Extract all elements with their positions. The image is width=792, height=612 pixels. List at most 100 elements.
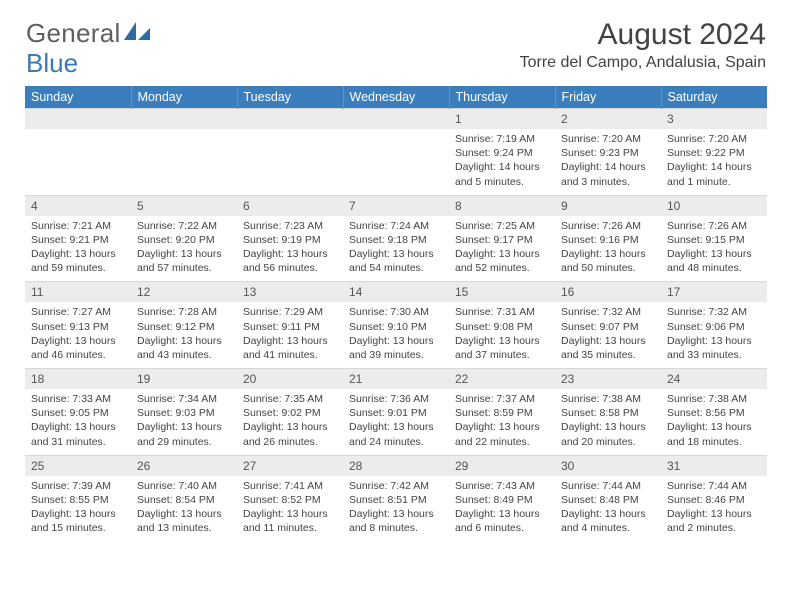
day-number-cell: 12 [131,282,237,303]
sunrise-text: Sunrise: 7:29 AM [243,305,337,319]
sunset-text: Sunset: 9:11 PM [243,320,337,334]
daylight-text: Daylight: 13 hours and 26 minutes. [243,420,337,448]
sunset-text: Sunset: 9:19 PM [243,233,337,247]
sunset-text: Sunset: 8:46 PM [667,493,761,507]
day-number-cell: 6 [237,195,343,216]
day-number-cell: 1 [449,109,555,130]
daylight-text: Daylight: 13 hours and 56 minutes. [243,247,337,275]
daylight-text: Daylight: 13 hours and 57 minutes. [137,247,231,275]
weekday-header: Wednesday [343,86,449,109]
day-body-cell: Sunrise: 7:21 AMSunset: 9:21 PMDaylight:… [25,216,131,282]
day-body-cell: Sunrise: 7:37 AMSunset: 8:59 PMDaylight:… [449,389,555,455]
daylight-text: Daylight: 13 hours and 15 minutes. [31,507,125,535]
day-body-cell: Sunrise: 7:33 AMSunset: 9:05 PMDaylight:… [25,389,131,455]
day-body-cell: Sunrise: 7:44 AMSunset: 8:46 PMDaylight:… [661,476,767,542]
day-body-row: Sunrise: 7:21 AMSunset: 9:21 PMDaylight:… [25,216,767,282]
day-body-cell: Sunrise: 7:40 AMSunset: 8:54 PMDaylight:… [131,476,237,542]
daylight-text: Daylight: 14 hours and 5 minutes. [455,160,549,188]
daylight-text: Daylight: 13 hours and 41 minutes. [243,334,337,362]
day-number-row: 45678910 [25,195,767,216]
sunset-text: Sunset: 9:08 PM [455,320,549,334]
sunset-text: Sunset: 9:18 PM [349,233,443,247]
sunset-text: Sunset: 8:59 PM [455,406,549,420]
day-number-row: 25262728293031 [25,455,767,476]
sunset-text: Sunset: 8:54 PM [137,493,231,507]
daylight-text: Daylight: 13 hours and 8 minutes. [349,507,443,535]
day-body-cell [25,129,131,195]
daylight-text: Daylight: 13 hours and 29 minutes. [137,420,231,448]
day-body-cell: Sunrise: 7:34 AMSunset: 9:03 PMDaylight:… [131,389,237,455]
logo-sail-icon [124,22,150,42]
day-body-cell: Sunrise: 7:27 AMSunset: 9:13 PMDaylight:… [25,302,131,368]
day-number-cell [25,109,131,130]
day-number-cell: 21 [343,369,449,390]
daylight-text: Daylight: 13 hours and 4 minutes. [561,507,655,535]
day-body-row: Sunrise: 7:19 AMSunset: 9:24 PMDaylight:… [25,129,767,195]
day-number-cell: 17 [661,282,767,303]
brand-part2: Blue [26,48,78,79]
day-body-cell [237,129,343,195]
sunset-text: Sunset: 9:05 PM [31,406,125,420]
daylight-text: Daylight: 13 hours and 39 minutes. [349,334,443,362]
sunrise-text: Sunrise: 7:36 AM [349,392,443,406]
sunrise-text: Sunrise: 7:28 AM [137,305,231,319]
day-body-cell: Sunrise: 7:28 AMSunset: 9:12 PMDaylight:… [131,302,237,368]
daylight-text: Daylight: 13 hours and 59 minutes. [31,247,125,275]
day-number-cell: 10 [661,195,767,216]
day-number-cell: 25 [25,455,131,476]
sunrise-text: Sunrise: 7:24 AM [349,219,443,233]
sunrise-text: Sunrise: 7:43 AM [455,479,549,493]
sunset-text: Sunset: 9:16 PM [561,233,655,247]
day-body-cell [343,129,449,195]
sunset-text: Sunset: 9:22 PM [667,146,761,160]
sunset-text: Sunset: 9:03 PM [137,406,231,420]
daylight-text: Daylight: 13 hours and 6 minutes. [455,507,549,535]
daylight-text: Daylight: 13 hours and 54 minutes. [349,247,443,275]
sunrise-text: Sunrise: 7:27 AM [31,305,125,319]
sunrise-text: Sunrise: 7:40 AM [137,479,231,493]
daylight-text: Daylight: 13 hours and 43 minutes. [137,334,231,362]
weekday-header: Friday [555,86,661,109]
sunrise-text: Sunrise: 7:22 AM [137,219,231,233]
day-number-cell: 23 [555,369,661,390]
day-number-cell: 19 [131,369,237,390]
day-body-cell: Sunrise: 7:42 AMSunset: 8:51 PMDaylight:… [343,476,449,542]
day-number-cell: 8 [449,195,555,216]
day-body-cell: Sunrise: 7:44 AMSunset: 8:48 PMDaylight:… [555,476,661,542]
day-number-cell: 30 [555,455,661,476]
sunset-text: Sunset: 9:01 PM [349,406,443,420]
weekday-header: Tuesday [237,86,343,109]
sunset-text: Sunset: 8:48 PM [561,493,655,507]
daylight-text: Daylight: 13 hours and 52 minutes. [455,247,549,275]
daylight-text: Daylight: 13 hours and 11 minutes. [243,507,337,535]
sunset-text: Sunset: 9:06 PM [667,320,761,334]
day-body-cell [131,129,237,195]
sunset-text: Sunset: 9:24 PM [455,146,549,160]
sunrise-text: Sunrise: 7:23 AM [243,219,337,233]
sunset-text: Sunset: 9:15 PM [667,233,761,247]
sunrise-text: Sunrise: 7:42 AM [349,479,443,493]
sunset-text: Sunset: 8:56 PM [667,406,761,420]
sunrise-text: Sunrise: 7:20 AM [561,132,655,146]
day-body-cell: Sunrise: 7:30 AMSunset: 9:10 PMDaylight:… [343,302,449,368]
daylight-text: Daylight: 13 hours and 13 minutes. [137,507,231,535]
month-title: August 2024 [520,18,766,52]
day-number-cell: 27 [237,455,343,476]
sunset-text: Sunset: 9:02 PM [243,406,337,420]
day-number-cell: 31 [661,455,767,476]
day-number-cell: 15 [449,282,555,303]
sunrise-text: Sunrise: 7:44 AM [561,479,655,493]
day-body-cell: Sunrise: 7:23 AMSunset: 9:19 PMDaylight:… [237,216,343,282]
sunrise-text: Sunrise: 7:26 AM [561,219,655,233]
sunrise-text: Sunrise: 7:31 AM [455,305,549,319]
day-body-cell: Sunrise: 7:38 AMSunset: 8:56 PMDaylight:… [661,389,767,455]
daylight-text: Daylight: 13 hours and 33 minutes. [667,334,761,362]
weekday-header: Monday [131,86,237,109]
sunrise-text: Sunrise: 7:35 AM [243,392,337,406]
brand-logo: General [26,18,150,49]
sunset-text: Sunset: 9:10 PM [349,320,443,334]
brand-part1: General [26,18,121,49]
daylight-text: Daylight: 13 hours and 24 minutes. [349,420,443,448]
day-body-cell: Sunrise: 7:20 AMSunset: 9:22 PMDaylight:… [661,129,767,195]
day-number-cell: 16 [555,282,661,303]
